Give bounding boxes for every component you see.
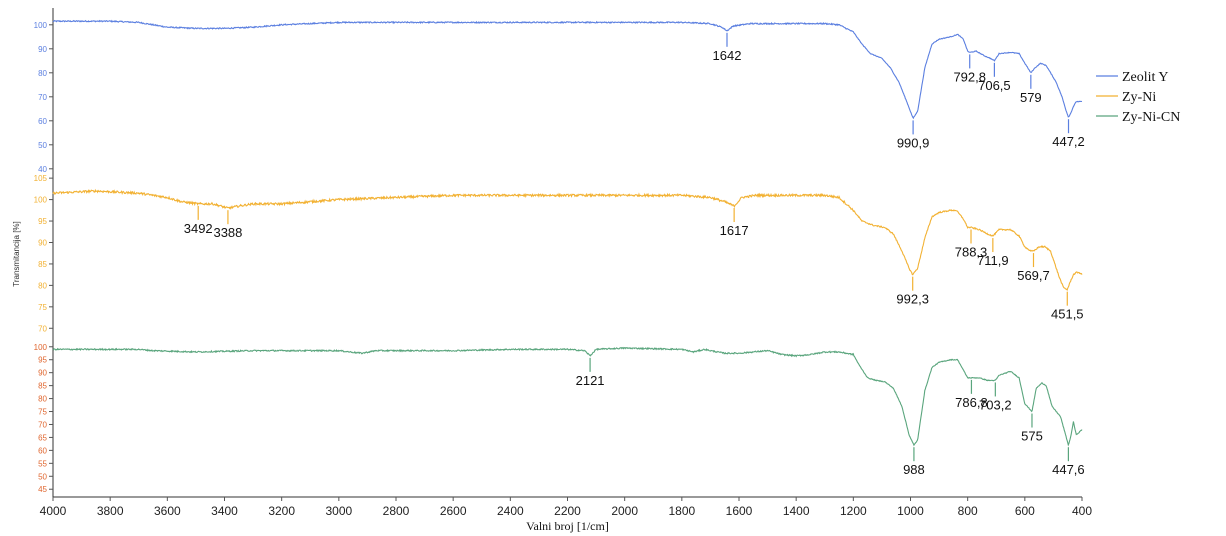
panel-2: 70 75 80 85 90 95 100 105 3492 3388 1617 992,3 788,3… <box>34 174 1084 333</box>
y-tick-label: 65 <box>38 433 47 442</box>
y-tick-label: 105 <box>34 174 48 183</box>
y-tick-label: 90 <box>38 238 47 247</box>
annotation-label: 703,2 <box>979 397 1012 412</box>
y-tick-label: 70 <box>38 93 47 102</box>
annotation-label: 990,9 <box>897 135 930 150</box>
y-tick-label: 70 <box>38 324 47 333</box>
y-tick-label: 100 <box>34 343 48 352</box>
annotation-label: 1642 <box>713 48 742 63</box>
annotation-label: 569,7 <box>1017 268 1050 283</box>
x-tick-label: 3400 <box>211 504 238 518</box>
y-tick-label: 50 <box>38 472 47 481</box>
y-tick-label: 85 <box>38 260 47 269</box>
annotation-label: 2121 <box>576 373 605 388</box>
annotation-label: 1617 <box>720 223 749 238</box>
annotation-label: 788,3 <box>955 244 988 259</box>
legend-label: Zy-Ni-CN <box>1122 110 1180 125</box>
y-tick-label: 100 <box>34 196 48 205</box>
x-tick-label: 2800 <box>383 504 410 518</box>
y-tick-label: 90 <box>38 45 47 54</box>
y-tick-label: 40 <box>38 165 47 174</box>
annotation-label: 3388 <box>213 225 242 240</box>
y-tick-label: 95 <box>38 217 47 226</box>
series-line-2 <box>52 188 1083 291</box>
annotation-label: 711,9 <box>977 253 1009 268</box>
x-tick-label: 3800 <box>97 504 124 518</box>
x-tick-label: 3600 <box>154 504 181 518</box>
annotation-label: 451,5 <box>1051 307 1084 322</box>
y-tick-label: 70 <box>38 420 47 429</box>
annotation-label: 988 <box>903 462 925 477</box>
y-tick-label: 75 <box>38 303 47 312</box>
annotation-label: 792,8 <box>953 69 986 84</box>
x-tick-label: 3200 <box>268 504 295 518</box>
x-tick-label: 1000 <box>897 504 924 518</box>
x-tick-label: 4000 <box>40 504 67 518</box>
y-tick-label: 90 <box>38 369 47 378</box>
x-tick-label: 1400 <box>783 504 810 518</box>
legend-label: Zy-Ni <box>1122 90 1156 105</box>
y-tick-label: 50 <box>38 141 47 150</box>
y-tick-label: 80 <box>38 69 47 78</box>
y-tick-label: 80 <box>38 395 47 404</box>
y-tick-label: 45 <box>38 485 47 494</box>
x-tick-label: 1200 <box>840 504 867 518</box>
annotation-label: 786,8 <box>955 395 988 410</box>
y-tick-label: 60 <box>38 446 47 455</box>
x-tick-label: 2200 <box>554 504 581 518</box>
legend-label: Zeolit Y <box>1122 70 1169 85</box>
annotation-label: 447,2 <box>1052 134 1085 149</box>
annotation-label: 706,5 <box>978 78 1011 93</box>
annotation-label: 3492 <box>184 221 213 236</box>
x-tick-label: 2400 <box>497 504 524 518</box>
x-tick-label: 1800 <box>668 504 695 518</box>
y-tick-label: 55 <box>38 459 47 468</box>
series-line-1 <box>52 19 1083 120</box>
y-tick-label: 60 <box>38 117 47 126</box>
y-axis-title: Transmitancija [%] <box>12 221 21 287</box>
annotation-label: 579 <box>1020 90 1042 105</box>
legend: Zeolit Y Zy-Ni Zy-Ni-CN <box>1096 70 1180 125</box>
y-tick-label: 85 <box>38 382 47 391</box>
x-axis-title: Valni broj [1/cm] <box>526 519 609 533</box>
x-tick-label: 1600 <box>726 504 753 518</box>
annotation-label: 447,6 <box>1052 462 1085 477</box>
x-axis: 4000 3800 3600 3400 3200 3000 2800 2600 2400 2200… <box>40 497 1092 518</box>
x-tick-label: 3000 <box>325 504 352 518</box>
annotation-label: 992,3 <box>896 292 929 307</box>
y-tick-label: 75 <box>38 408 47 417</box>
y-tick-label: 80 <box>38 281 47 290</box>
x-tick-label: 400 <box>1072 504 1092 518</box>
x-tick-label: 2600 <box>440 504 467 518</box>
x-tick-label: 800 <box>958 504 978 518</box>
y-tick-label: 100 <box>34 21 48 30</box>
annotation-label: 575 <box>1021 429 1043 444</box>
x-tick-label: 2000 <box>611 504 638 518</box>
y-tick-label: 95 <box>38 356 47 365</box>
x-tick-label: 600 <box>1015 504 1035 518</box>
series-line-3 <box>52 346 1083 447</box>
panel-3: 45 50 55 60 65 70 75 80 85 90 95 100 2121 988 786,8703… <box>34 343 1085 494</box>
